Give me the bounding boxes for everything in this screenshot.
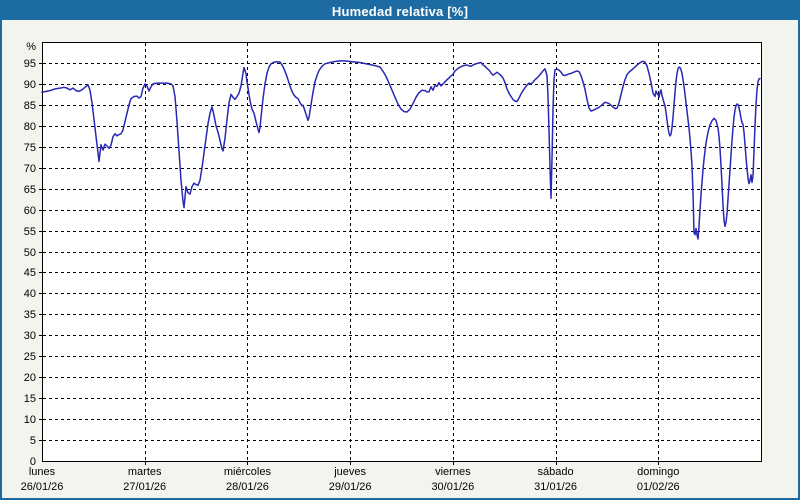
title-bar: Humedad relativa [%] bbox=[2, 2, 798, 20]
y-axis-label: 5 bbox=[30, 435, 36, 447]
y-axis-label: 75 bbox=[24, 142, 36, 154]
y-axis-label: 50 bbox=[24, 247, 36, 259]
x-axis-date-label: 30/01/26 bbox=[431, 481, 474, 493]
window-title: Humedad relativa [%] bbox=[331, 3, 469, 19]
x-axis-day-label: viernes bbox=[435, 466, 471, 478]
y-axis-label: 80 bbox=[24, 121, 36, 133]
y-axis-label: 40 bbox=[24, 288, 36, 300]
y-axis-label: 10 bbox=[24, 414, 36, 426]
y-axis-unit-label: % bbox=[26, 41, 36, 53]
x-axis-date-label: 28/01/26 bbox=[226, 481, 269, 493]
x-axis-date-label: 29/01/26 bbox=[329, 481, 372, 493]
y-axis-label: 65 bbox=[24, 184, 36, 196]
x-axis-date-label: 01/02/26 bbox=[637, 481, 680, 493]
y-axis-label: 60 bbox=[24, 205, 36, 217]
x-axis-date-label: 26/01/26 bbox=[21, 481, 64, 493]
x-axis-day-label: miércoles bbox=[224, 466, 272, 478]
x-axis-day-label: martes bbox=[128, 466, 162, 478]
x-axis-day-label: sábado bbox=[538, 466, 574, 478]
y-axis-label: 25 bbox=[24, 351, 36, 363]
y-axis-label: 15 bbox=[24, 393, 36, 405]
x-axis-day-label: jueves bbox=[333, 466, 366, 478]
humidity-series-line bbox=[41, 60, 761, 240]
y-axis-label: 55 bbox=[24, 226, 36, 238]
x-axis-day-label: lunes bbox=[29, 466, 56, 478]
y-axis-label: 0 bbox=[30, 456, 36, 468]
y-axis-label: 85 bbox=[24, 100, 36, 112]
y-axis-label: 20 bbox=[24, 372, 36, 384]
y-axis-label: 70 bbox=[24, 163, 36, 175]
y-axis-label: 95 bbox=[24, 58, 36, 70]
y-axis-label: 90 bbox=[24, 79, 36, 91]
plot-area bbox=[42, 42, 762, 462]
y-axis-label: 35 bbox=[24, 309, 36, 321]
x-axis-date-label: 27/01/26 bbox=[123, 481, 166, 493]
y-axis-label: 30 bbox=[24, 330, 36, 342]
x-axis-day-label: domingo bbox=[637, 466, 679, 478]
x-axis-date-label: 31/01/26 bbox=[534, 481, 577, 493]
y-axis-label: 45 bbox=[24, 267, 36, 279]
